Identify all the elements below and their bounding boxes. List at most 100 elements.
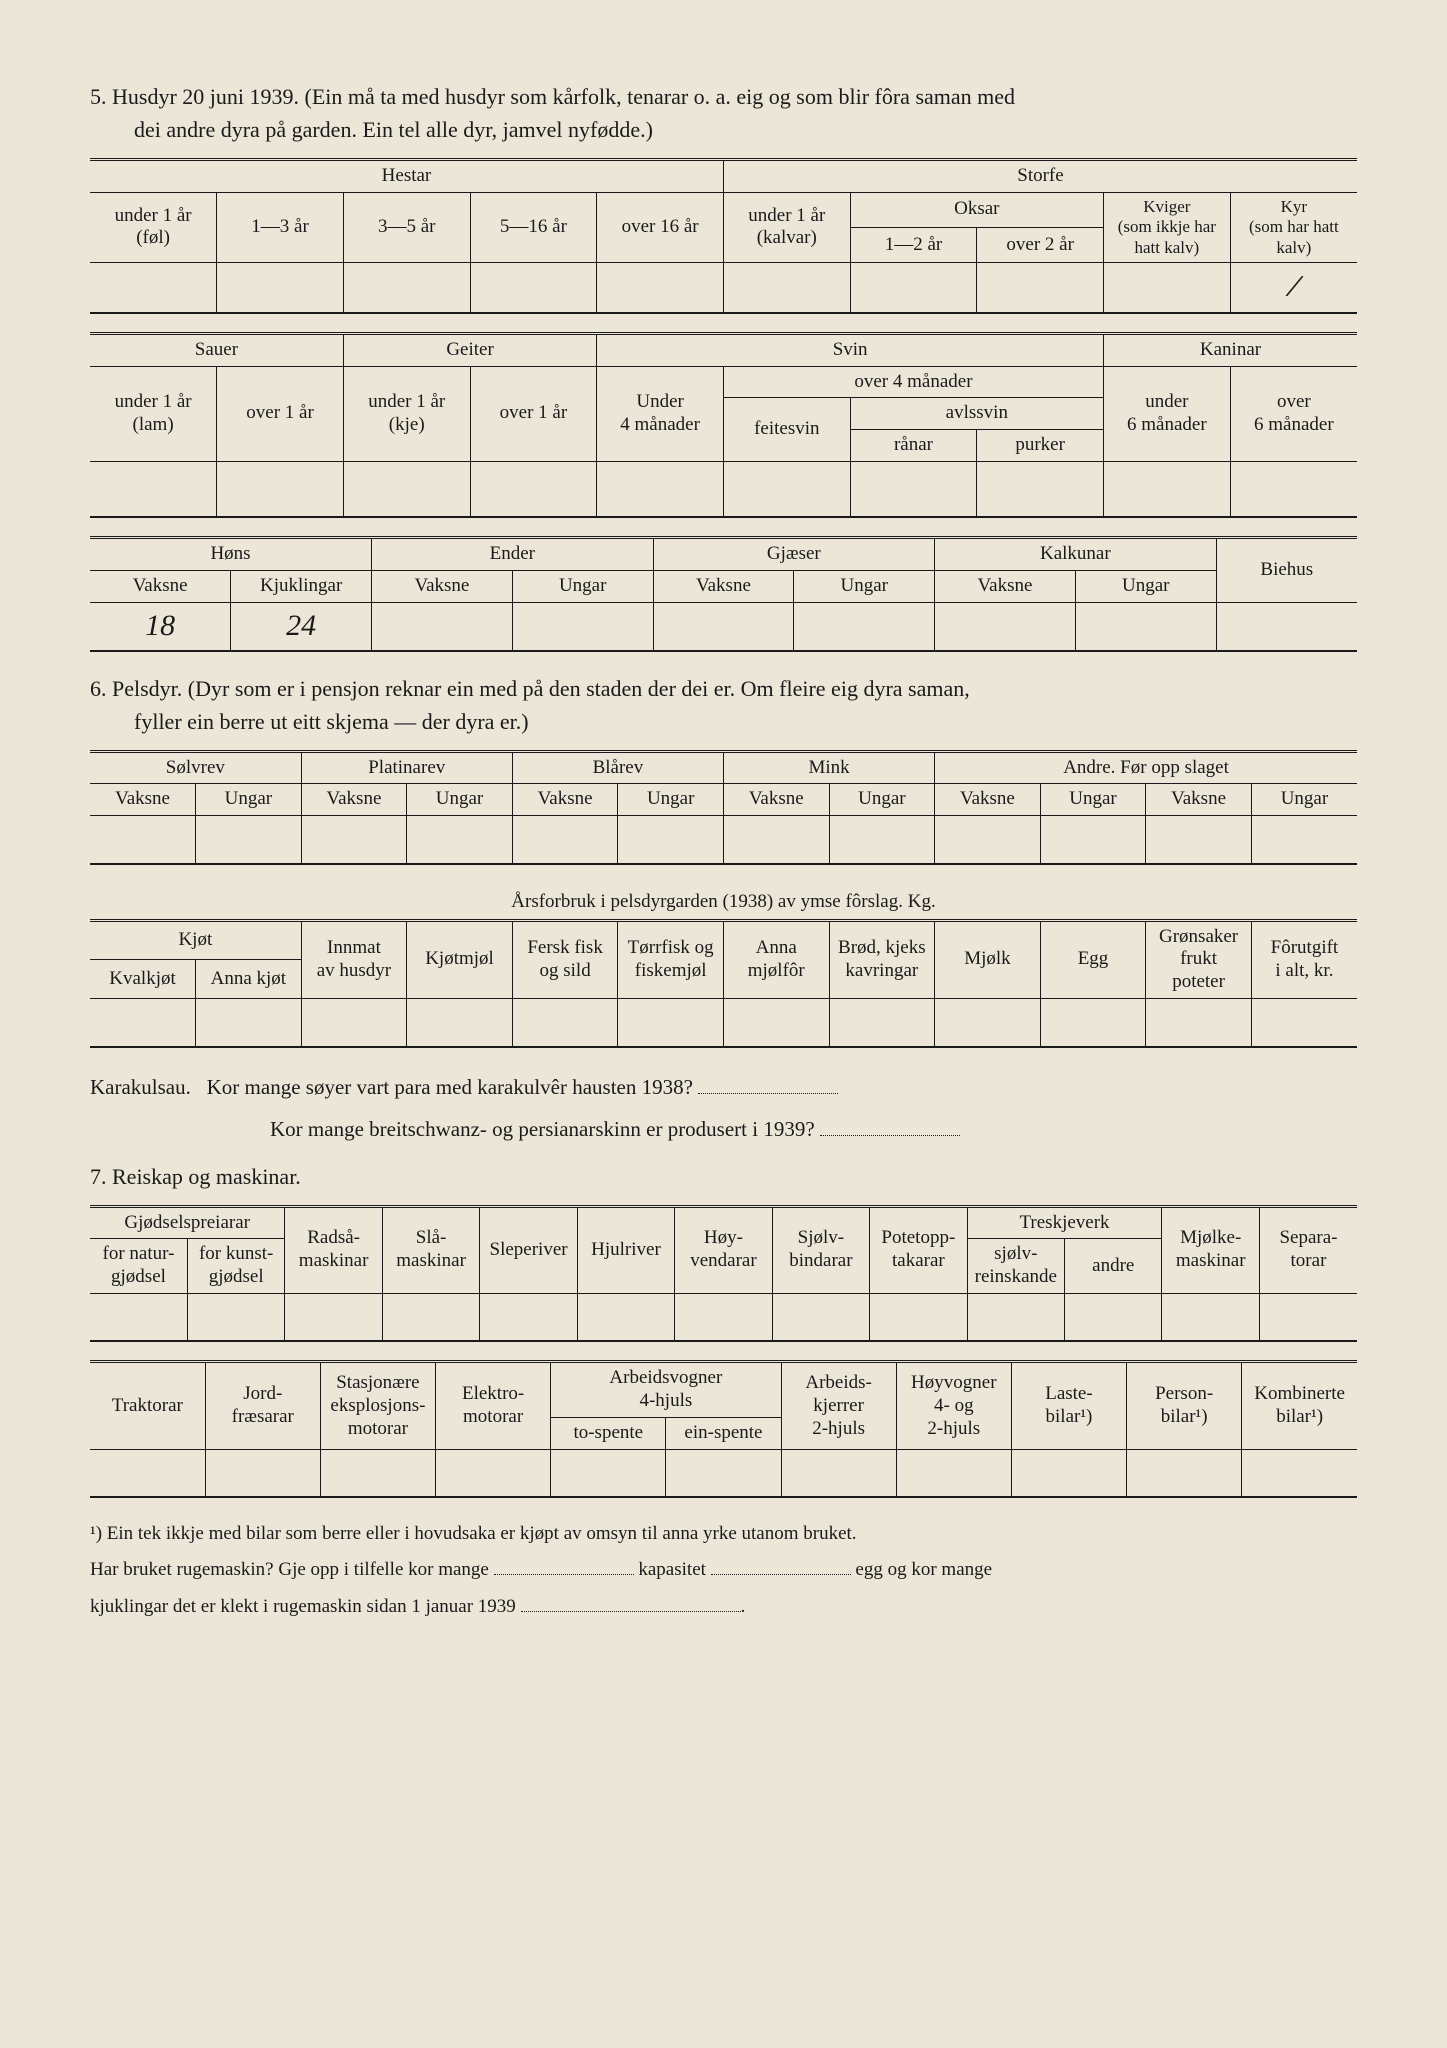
cell[interactable] xyxy=(977,461,1104,517)
cell[interactable] xyxy=(217,262,344,312)
hdr-over16: over 16 år xyxy=(597,192,724,262)
cell[interactable] xyxy=(850,461,977,517)
cell[interactable] xyxy=(935,999,1041,1047)
cell[interactable] xyxy=(320,1449,435,1497)
cell[interactable] xyxy=(407,816,513,864)
cell[interactable] xyxy=(382,1293,479,1341)
cell[interactable] xyxy=(723,262,850,312)
cell-hons-kjuk[interactable]: 24 xyxy=(231,603,372,651)
cell[interactable] xyxy=(723,999,829,1047)
cell[interactable] xyxy=(90,1449,205,1497)
hdr-ranar: rånar xyxy=(850,430,977,462)
cell[interactable] xyxy=(1162,1293,1259,1341)
hdr-kalkunar: Kalkunar xyxy=(935,538,1217,571)
cell[interactable] xyxy=(829,816,935,864)
cell[interactable] xyxy=(870,1293,967,1341)
table-hestar-storfe: Hestar Storfe under 1 år (føl) 1—3 år 3—… xyxy=(90,158,1357,314)
cell[interactable] xyxy=(653,603,794,651)
cell[interactable] xyxy=(829,999,935,1047)
cell[interactable] xyxy=(1075,603,1216,651)
cell[interactable] xyxy=(666,1449,781,1497)
cell[interactable] xyxy=(597,461,724,517)
hdr-stasj: Stasjonære eksplosjons- motorar xyxy=(320,1362,435,1449)
cell[interactable] xyxy=(675,1293,772,1341)
cell[interactable] xyxy=(285,1293,382,1341)
foot-blank-1[interactable] xyxy=(494,1574,634,1575)
cell[interactable] xyxy=(1251,816,1357,864)
cell[interactable] xyxy=(1104,262,1231,312)
hdr-1-2: 1—2 år xyxy=(850,227,977,262)
hdr-purker: purker xyxy=(977,430,1104,462)
cell[interactable] xyxy=(407,999,513,1047)
cell[interactable] xyxy=(850,262,977,312)
cell[interactable] xyxy=(781,1449,896,1497)
cell[interactable] xyxy=(512,816,618,864)
cell[interactable] xyxy=(90,816,196,864)
cell[interactable] xyxy=(935,816,1041,864)
cell[interactable] xyxy=(205,1449,320,1497)
cell[interactable] xyxy=(343,262,470,312)
hdr-solvrev: Sølvrev xyxy=(90,751,301,784)
cell[interactable] xyxy=(896,1449,1011,1497)
hdr-vaksne: Vaksne xyxy=(653,571,794,603)
cell-hons-vaksne[interactable]: 18 xyxy=(90,603,231,651)
hdr-torrfisk: Tørrfisk og fiskemjøl xyxy=(618,920,724,998)
cell[interactable] xyxy=(1127,1449,1242,1497)
cell[interactable] xyxy=(618,999,724,1047)
hdr-avlssvin: avlssvin xyxy=(850,398,1103,430)
cell[interactable] xyxy=(301,999,407,1047)
foot-blank-3[interactable] xyxy=(521,1611,741,1612)
cell[interactable] xyxy=(1242,1449,1357,1497)
cell[interactable] xyxy=(1216,603,1357,651)
cell[interactable] xyxy=(935,603,1076,651)
cell[interactable] xyxy=(512,603,653,651)
cell[interactable] xyxy=(1251,999,1357,1047)
cell[interactable] xyxy=(967,1293,1064,1341)
cell[interactable] xyxy=(1040,816,1146,864)
cell[interactable] xyxy=(343,461,470,517)
cell[interactable] xyxy=(372,603,513,651)
hdr-kjot: Kjøt xyxy=(90,920,301,960)
cell[interactable] xyxy=(512,999,618,1047)
cell[interactable] xyxy=(480,1293,577,1341)
cell[interactable] xyxy=(577,1293,674,1341)
cell[interactable] xyxy=(301,816,407,864)
cell[interactable] xyxy=(196,816,302,864)
cell[interactable] xyxy=(90,1293,187,1341)
cell[interactable] xyxy=(470,461,597,517)
cell[interactable] xyxy=(1104,461,1231,517)
karakul-q2-blank[interactable] xyxy=(820,1135,960,1136)
cell[interactable] xyxy=(90,461,217,517)
cell[interactable] xyxy=(217,461,344,517)
cell[interactable] xyxy=(90,999,196,1047)
question-6: 6. Pelsdyr. (Dyr som er i pensjon reknar… xyxy=(90,672,1357,738)
cell[interactable] xyxy=(187,1293,284,1341)
hdr-storfe: Storfe xyxy=(723,160,1357,193)
karakul-q1-blank[interactable] xyxy=(698,1093,838,1094)
cell[interactable] xyxy=(794,603,935,651)
cell[interactable] xyxy=(723,816,829,864)
cell[interactable] xyxy=(977,262,1104,312)
cell[interactable] xyxy=(196,999,302,1047)
cell[interactable] xyxy=(470,262,597,312)
cell[interactable] xyxy=(1146,816,1252,864)
cell[interactable] xyxy=(597,262,724,312)
cell[interactable] xyxy=(436,1449,551,1497)
cell[interactable] xyxy=(1259,1293,1357,1341)
cell[interactable] xyxy=(1040,999,1146,1047)
cell[interactable] xyxy=(723,461,850,517)
footnote-block: ¹) Ein tek ikkje med bilar som berre ell… xyxy=(90,1516,1357,1624)
foot-blank-2[interactable] xyxy=(711,1574,851,1575)
hdr-vaksne: Vaksne xyxy=(935,571,1076,603)
cell[interactable] xyxy=(551,1449,666,1497)
cell[interactable] xyxy=(1065,1293,1162,1341)
cell[interactable] xyxy=(772,1293,869,1341)
cell[interactable] xyxy=(1230,461,1357,517)
cell[interactable] xyxy=(618,816,724,864)
cell-kyr[interactable]: / xyxy=(1230,262,1357,312)
cell[interactable] xyxy=(1146,999,1252,1047)
cell[interactable] xyxy=(1011,1449,1126,1497)
cell[interactable] xyxy=(90,262,217,312)
hdr-kjuklingar: Kjuklingar xyxy=(231,571,372,603)
hdr-oksar: Oksar xyxy=(850,192,1103,227)
